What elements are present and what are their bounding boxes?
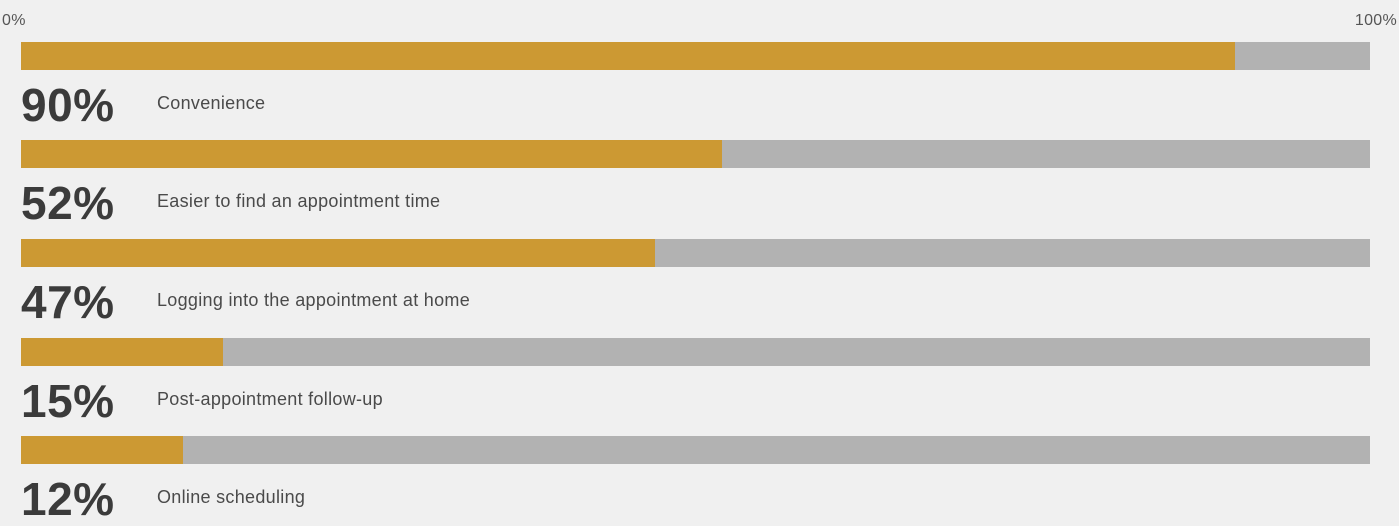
bar-row-easier-to-find-time: 52% Easier to find an appointment time xyxy=(21,140,1370,230)
bar-value-label: 12% xyxy=(21,473,115,525)
bar-value-label: 90% xyxy=(21,79,115,131)
bar-category-label: Easier to find an appointment time xyxy=(157,191,441,211)
bar-row-online-scheduling: 12% Online scheduling xyxy=(21,436,1370,526)
bar-fill xyxy=(21,42,1236,70)
axis-max-label: 100% xyxy=(1354,12,1397,29)
bar-fill xyxy=(21,338,224,366)
bar-track xyxy=(21,42,1370,70)
bar-category-label: Logging into the appointment at home xyxy=(157,290,471,310)
bar-category-label: Post-appointment follow-up xyxy=(157,389,383,409)
bar-track xyxy=(21,436,1370,464)
bar-category-label: Convenience xyxy=(157,93,266,113)
bar-fill xyxy=(21,140,723,168)
bar-row-logging-in-at-home: 47% Logging into the appointment at home xyxy=(21,239,1370,329)
bar-value-label: 15% xyxy=(21,375,115,427)
bar-value-label: 47% xyxy=(21,276,115,328)
axis-min-label: 0% xyxy=(2,12,26,29)
bar-row-follow-up: 15% Post-appointment follow-up xyxy=(21,338,1370,428)
bar-track xyxy=(21,140,1370,168)
bar-row-convenience: 90% Convenience xyxy=(21,42,1370,132)
bar-value-label: 52% xyxy=(21,177,115,229)
bar-fill xyxy=(21,239,656,267)
bar-fill xyxy=(21,436,183,464)
bar-category-label: Online scheduling xyxy=(157,487,306,507)
bar-track xyxy=(21,338,1370,366)
bar-track xyxy=(21,239,1370,267)
